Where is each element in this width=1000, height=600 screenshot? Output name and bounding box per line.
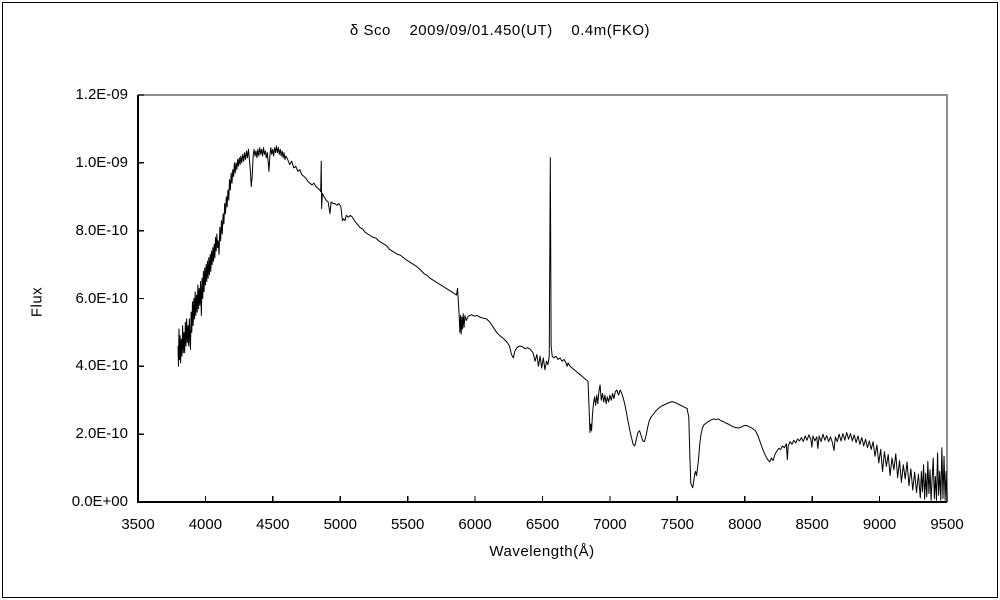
y-tick-label: 4.0E-10 bbox=[75, 357, 128, 375]
x-tick-label: 7000 bbox=[593, 516, 627, 533]
x-tick-label: 7500 bbox=[660, 516, 695, 533]
y-tick-label: 0.0E+00 bbox=[71, 493, 128, 510]
y-tick-label: 6.0E-10 bbox=[75, 289, 128, 307]
x-tick-label: 9000 bbox=[862, 516, 897, 533]
x-tick-label: 5000 bbox=[323, 516, 357, 533]
spectrum-line bbox=[177, 145, 948, 501]
y-tick-label: 2.0E-10 bbox=[75, 425, 128, 443]
x-tick-label: 6000 bbox=[458, 516, 492, 533]
x-tick-label: 4500 bbox=[256, 516, 290, 533]
x-tick-label: 5500 bbox=[390, 516, 425, 533]
plot-frame-top-right bbox=[138, 94, 948, 502]
y-tick-label: 1.2E-09 bbox=[75, 86, 128, 103]
x-axis-label: Wavelength(Å) bbox=[489, 543, 595, 560]
x-tick-label: 3500 bbox=[121, 516, 155, 533]
x-tick-label: 8500 bbox=[795, 516, 829, 533]
plot-frame-axes bbox=[137, 95, 947, 503]
y-tick-label: 8.0E-10 bbox=[75, 221, 128, 239]
chart-title: δ Sco 2009/09/01.450(UT) 0.4m(FKO) bbox=[349, 22, 651, 39]
x-tick-label: 9500 bbox=[930, 516, 964, 533]
x-tick-label: 8000 bbox=[728, 516, 762, 533]
x-tick-label: 6500 bbox=[525, 516, 560, 533]
x-tick-label: 4000 bbox=[188, 516, 223, 533]
y-tick-label: 1.0E-09 bbox=[75, 153, 128, 171]
